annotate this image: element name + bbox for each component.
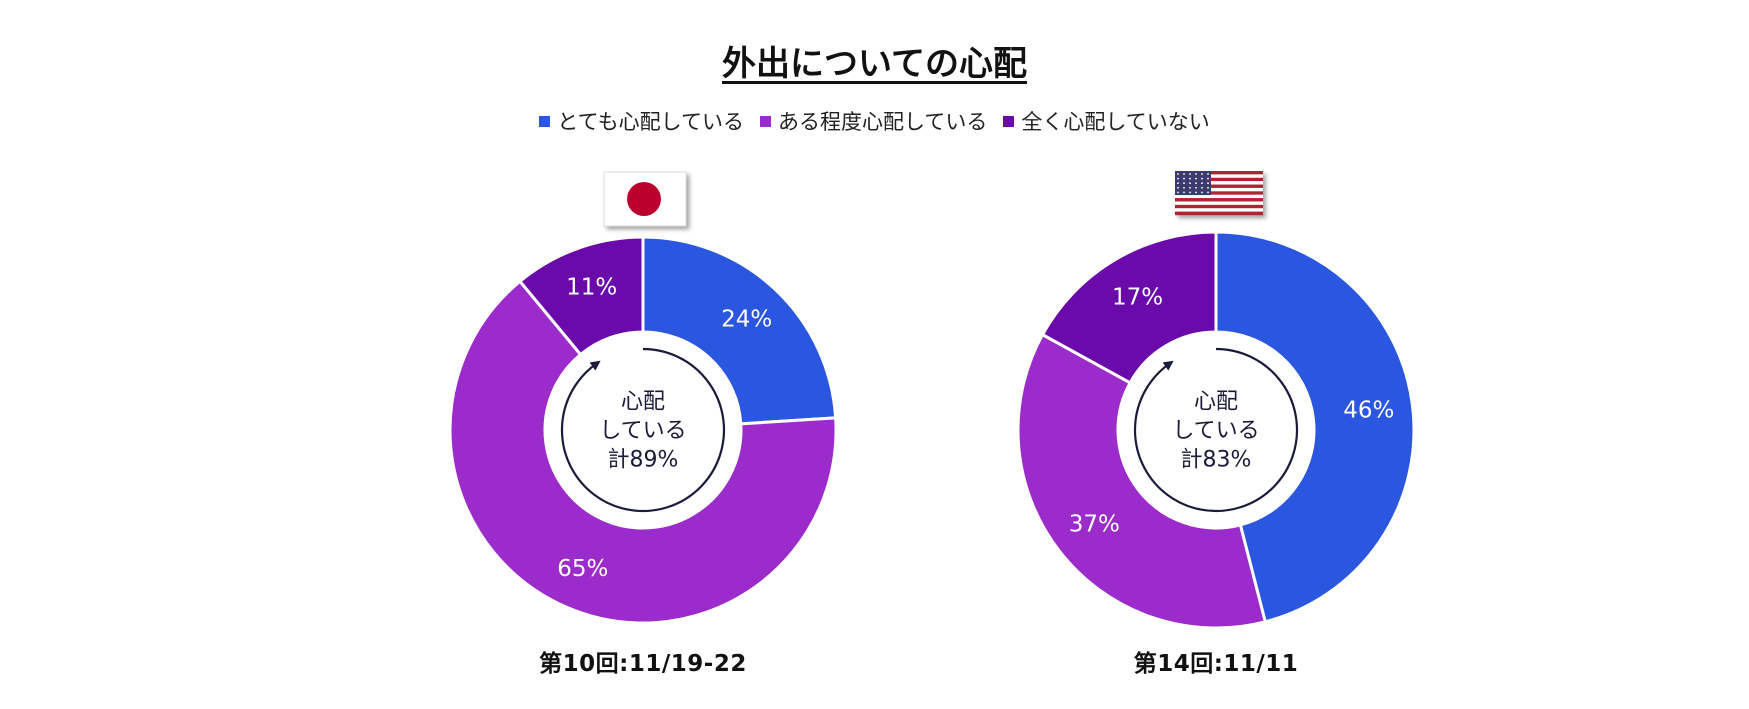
- legend-item-somewhat-worried: ある程度心配している: [759, 106, 988, 136]
- center-text-line: 心配: [621, 390, 665, 415]
- slice-label-very-worried: 46%: [1343, 398, 1394, 424]
- legend-swatch: [759, 115, 771, 127]
- legend-label: 全く心配していない: [1021, 110, 1210, 134]
- center-text-line: している: [1172, 419, 1259, 444]
- slice-not-worried: [1040, 230, 1218, 385]
- caption-japan: 第10回:11/19-22: [539, 651, 747, 677]
- center-arrow-ring: [1133, 347, 1299, 513]
- center-text-line: している: [599, 419, 686, 444]
- caption-usa: 第14回:11/11: [1133, 651, 1299, 677]
- legend: とても心配している ある程度心配している 全く心配していない: [0, 106, 1749, 136]
- slice-label-somewhat-worried: 65%: [557, 556, 608, 582]
- slice-somewhat-worried: [448, 279, 838, 625]
- slice-label-somewhat-worried: 37%: [1069, 511, 1120, 537]
- center-text-line: 心配: [1194, 390, 1238, 415]
- center-arrow-ring: [560, 347, 726, 513]
- slice-label-very-worried: 24%: [721, 307, 772, 333]
- slice-very-worried: [641, 235, 838, 426]
- legend-label: とても心配している: [557, 110, 744, 134]
- legend-item-very-worried: とても心配している: [539, 106, 744, 136]
- center-text-line: 計89%: [608, 448, 679, 473]
- slice-somewhat-worried: [1016, 332, 1268, 630]
- japan-flag-icon: [603, 171, 687, 227]
- slice-very-worried: [1214, 230, 1416, 624]
- slice-label-not-worried: 11%: [566, 274, 617, 300]
- slice-label-not-worried: 17%: [1112, 284, 1163, 310]
- legend-label: ある程度心配している: [777, 110, 988, 134]
- legend-swatch: [1003, 115, 1015, 127]
- center-text-line: 計83%: [1181, 448, 1252, 473]
- slice-not-worried: [517, 235, 645, 357]
- usa-flag-icon: [1175, 171, 1263, 216]
- legend-swatch: [539, 115, 551, 127]
- chart-title: 外出についての心配: [722, 44, 1027, 84]
- legend-item-not-worried: 全く心配していない: [1003, 106, 1210, 136]
